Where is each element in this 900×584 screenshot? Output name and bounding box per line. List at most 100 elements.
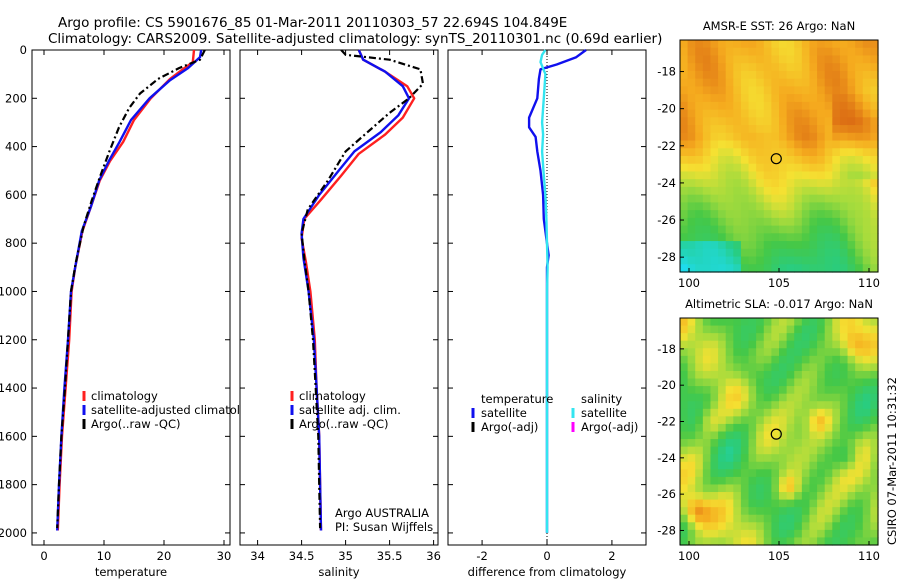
- sst-map-cell: [824, 63, 833, 72]
- sst-map-cell: [817, 225, 826, 234]
- sst-map-xtick-label: 105: [768, 276, 790, 290]
- sst-map-cell: [824, 86, 833, 95]
- sla-map-cell: [687, 537, 696, 546]
- sst-map-cell: [824, 55, 833, 64]
- sla-map-cell: [718, 416, 727, 425]
- sst-map-cell: [740, 132, 750, 142]
- sst-map-cell: [855, 256, 864, 265]
- sst-map-cell: [725, 210, 734, 219]
- sst-map-cell: [756, 248, 765, 258]
- sst-map-cell: [733, 194, 742, 203]
- sst-map-cell: [794, 179, 803, 188]
- sla-map-cell: [680, 522, 689, 531]
- sla-map-cell: [862, 492, 871, 501]
- sst-map-cell: [748, 63, 757, 72]
- sla-map-cell: [763, 499, 772, 508]
- sst-map-cell: [733, 109, 742, 118]
- sst-map-cell: [824, 140, 833, 149]
- sst-map-cell: [748, 109, 757, 118]
- sla-map-cell: [740, 318, 750, 327]
- sla-map-cell: [786, 431, 795, 440]
- sla-map-cell: [801, 318, 811, 327]
- sla-map-cell: [740, 393, 750, 402]
- sla-map-cell: [733, 514, 742, 523]
- sst-map-cell: [718, 70, 727, 80]
- sst-map-cell: [855, 86, 864, 95]
- sla-map-cell: [847, 522, 856, 531]
- sst-map-cell: [710, 156, 719, 165]
- sst-map-cell: [855, 217, 864, 227]
- sla-map-cell: [702, 529, 712, 539]
- sla-map-cell: [695, 318, 704, 327]
- sst-map-cell: [779, 132, 788, 142]
- sla-map-cell: [779, 454, 788, 463]
- sst-map-cell: [824, 109, 833, 118]
- salinity-xtick-label: 35.5: [377, 549, 403, 563]
- sst-map-cell: [839, 194, 849, 203]
- sla-map-cell: [801, 401, 811, 410]
- sst-map-cell: [687, 241, 696, 250]
- sst-map-cell: [733, 163, 742, 173]
- sla-map-cell: [801, 423, 811, 433]
- sst-map-cell: [779, 140, 788, 149]
- sla-map-cell: [832, 416, 841, 425]
- sla-map-cell: [733, 386, 742, 395]
- sla-map-cell: [733, 454, 742, 463]
- salinity-series-argo: [300, 49, 425, 529]
- sst-map-cell: [832, 47, 841, 57]
- sst-map-cell: [809, 202, 818, 211]
- sst-map-cell: [779, 148, 788, 157]
- sst-map-cell: [817, 70, 826, 80]
- sst-map-cell: [801, 256, 811, 265]
- sla-map-cell: [832, 507, 841, 516]
- sla-map-cell: [748, 537, 757, 546]
- sla-map-cell: [862, 499, 871, 508]
- sst-map-cell: [710, 148, 719, 157]
- sst-map-cell: [702, 179, 712, 188]
- sst-map-cell: [702, 94, 712, 103]
- sla-map-cell: [847, 340, 856, 349]
- sst-map-cell: [862, 241, 871, 250]
- sst-map-cell: [794, 233, 803, 242]
- sla-map-cell: [870, 461, 879, 470]
- sla-map-cell: [870, 476, 879, 486]
- sla-map-cell: [855, 507, 864, 516]
- sst-map-cell: [855, 109, 864, 118]
- sst-map-cell: [725, 163, 734, 173]
- sla-map-cell: [824, 333, 833, 342]
- sla-map-cell: [786, 476, 795, 486]
- sla-map-cell: [680, 386, 689, 395]
- sla-map-cell: [794, 386, 803, 395]
- sla-map-cell: [771, 370, 780, 380]
- sla-map-cell: [794, 529, 803, 539]
- sst-map-cell: [839, 101, 849, 111]
- sst-map-cell: [687, 171, 696, 180]
- sla-map-cell: [710, 484, 719, 493]
- sst-map-cell: [680, 109, 689, 118]
- sst-map-cell: [832, 109, 841, 118]
- sla-map-cell: [824, 446, 833, 455]
- sla-map-cell: [862, 522, 871, 531]
- sst-map-cell: [740, 94, 750, 103]
- sst-map-cell: [702, 210, 712, 219]
- sst-map-cell: [748, 78, 757, 87]
- sla-map-cell: [832, 333, 841, 342]
- sst-map-cell: [794, 70, 803, 80]
- sst-map-cell: [809, 233, 818, 242]
- sst-map-cell: [687, 109, 696, 118]
- temperature-ytick-label: 400: [5, 140, 27, 154]
- sla-map-cell: [817, 529, 826, 539]
- difference-legend-label: satellite: [581, 406, 627, 420]
- sst-map-cell: [740, 171, 750, 180]
- sst-map-cell: [740, 63, 750, 72]
- sst-map-cell: [809, 117, 818, 126]
- sla-map-cell: [832, 499, 841, 508]
- sst-map-cell: [847, 194, 856, 203]
- sla-map-cell: [725, 492, 734, 501]
- sla-map-cell: [824, 514, 833, 523]
- sla-map-cell: [832, 355, 841, 364]
- sst-map-cell: [740, 256, 750, 265]
- sst-map-cell: [680, 156, 689, 165]
- sst-map-cell: [862, 140, 871, 149]
- sla-map-cell: [702, 318, 712, 327]
